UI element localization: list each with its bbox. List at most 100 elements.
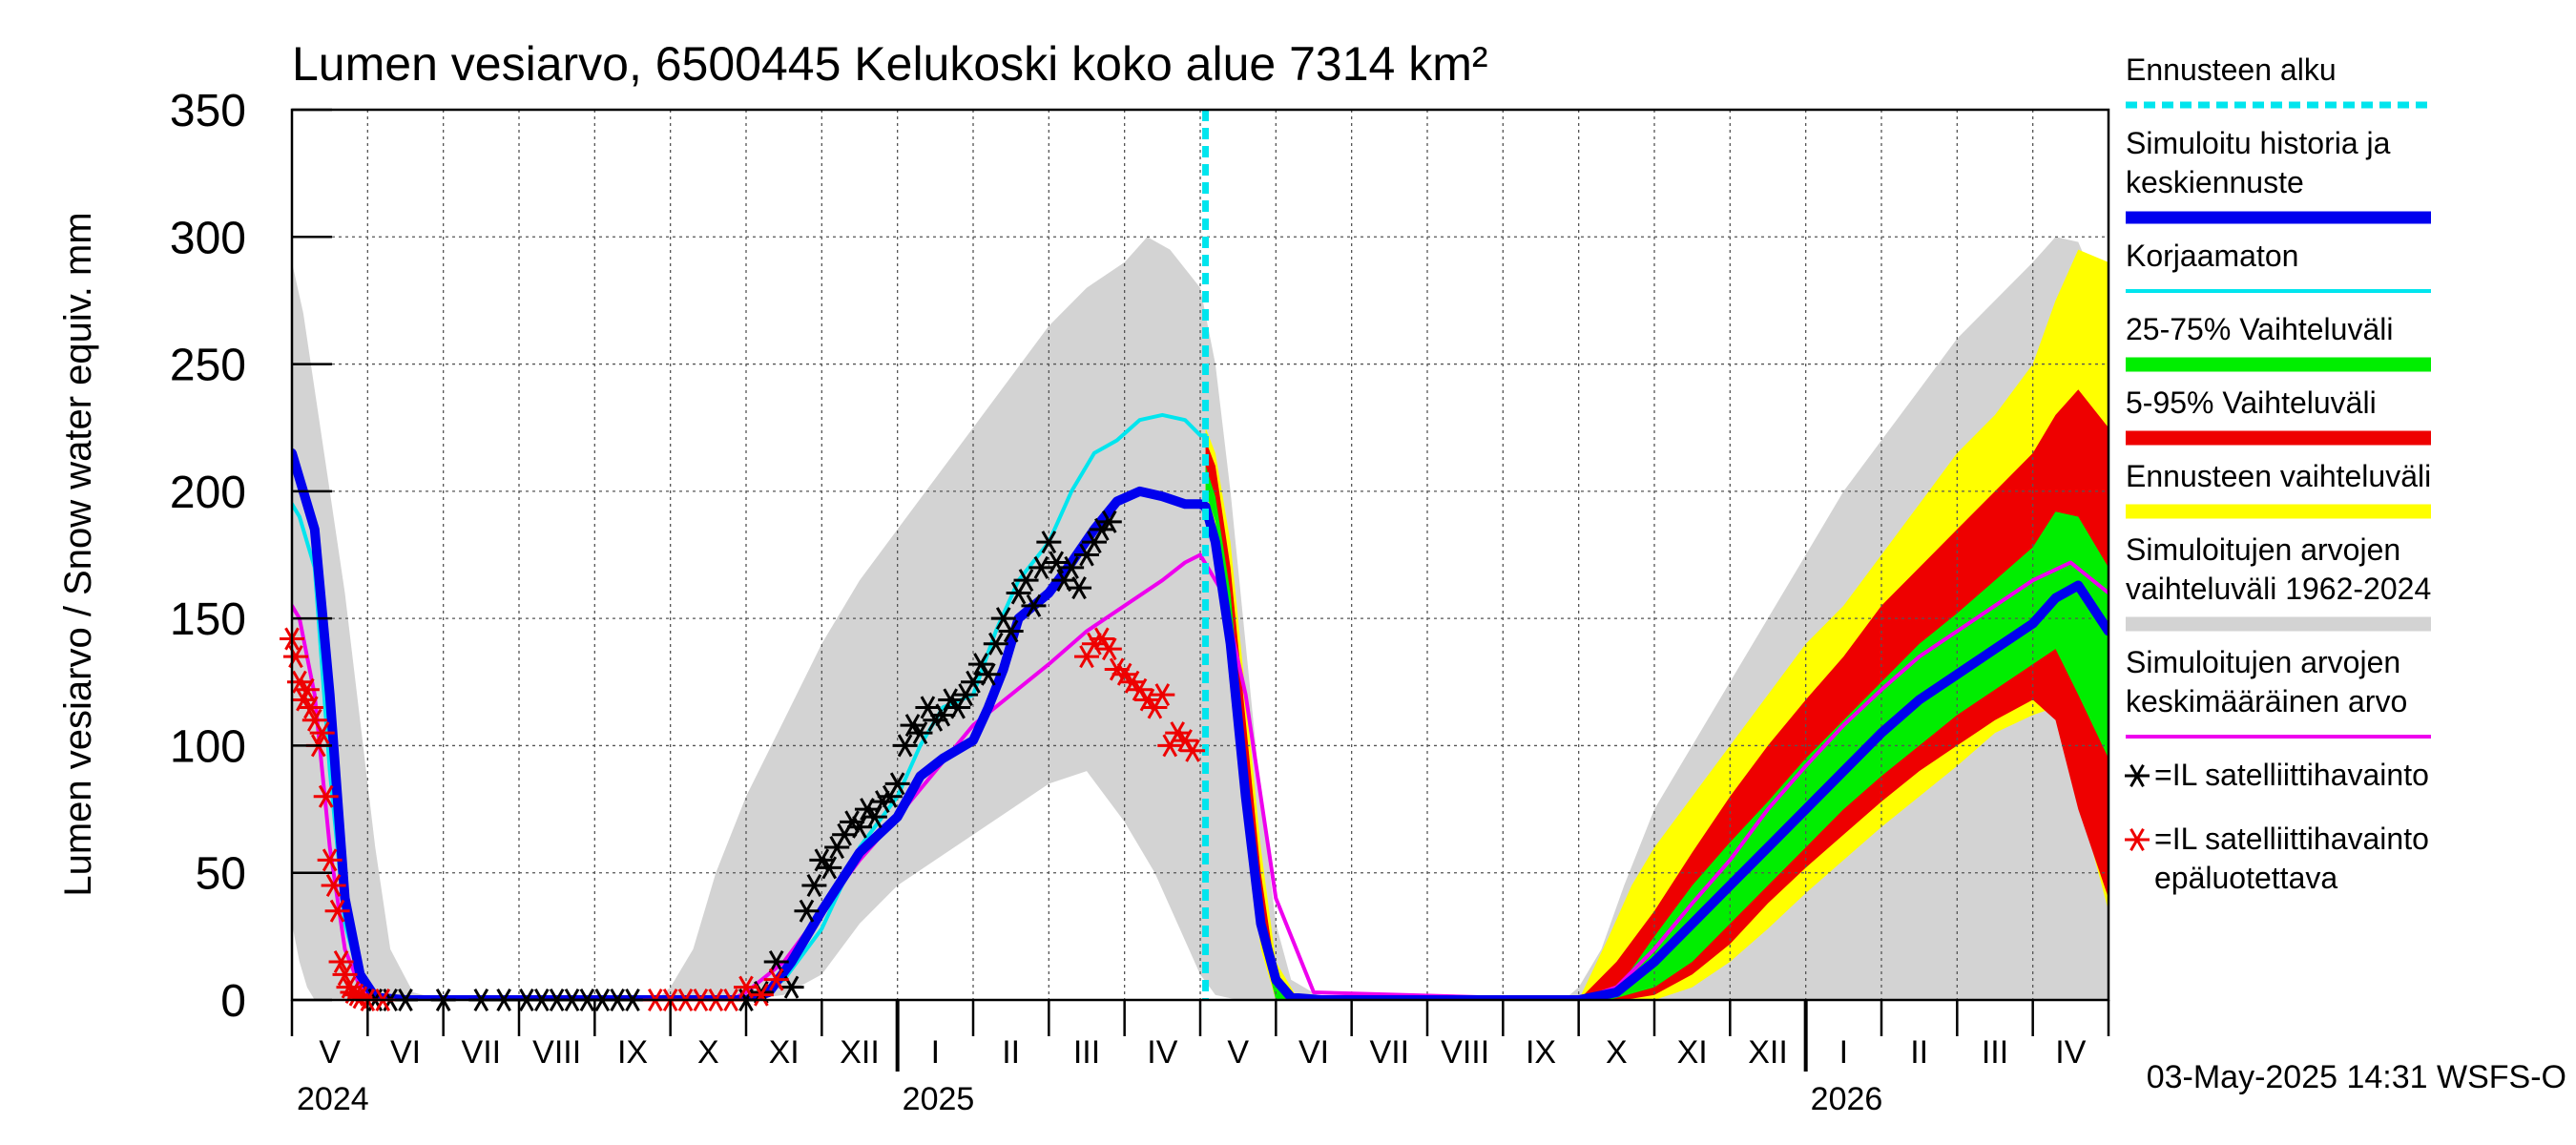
unreliable-satellite-observation-marker: [1180, 739, 1206, 762]
x-ticks-group: V VI VII VIII IX X XI XII I II III IV V VI VII VIII IX X X…: [290, 1000, 2110, 1117]
legend-item-ennusteen-vaihteluvali: Ennusteen vaihteluväli: [2126, 459, 2431, 519]
satellite-observation-marker: [907, 721, 933, 745]
month-label: III: [1073, 1034, 1100, 1071]
month-label: V: [319, 1034, 341, 1071]
satellite-observation-marker: [801, 874, 827, 898]
y-ticks-group: 0 50 100 150 200 250 300 350: [170, 86, 332, 1027]
range-25-75-band: [1205, 466, 2109, 1000]
legend-label: vaihteluväli 1962-2024: [2126, 572, 2431, 606]
month-label: XI: [1677, 1034, 1708, 1071]
unreliable-satellite-observation-marker: [1150, 683, 1175, 707]
month-label: XI: [769, 1034, 800, 1071]
unreliable-satellite-observation-marker: [1127, 677, 1153, 701]
month-label: VIII: [1441, 1034, 1489, 1071]
legend-marker-icon: [2125, 827, 2150, 852]
y-tick-label: 300: [170, 213, 246, 263]
month-label: X: [1606, 1034, 1628, 1071]
unreliable-satellite-observation-marker: [1104, 657, 1130, 681]
month-label: XII: [840, 1034, 880, 1071]
unreliable-satellite-observation-marker: [763, 968, 789, 991]
unreliable-satellite-observation-marker: [294, 677, 320, 701]
satellite-observation-marker: [794, 899, 820, 923]
forecast-range-band: [1205, 249, 2109, 1000]
satellite-observation-marker: [869, 790, 895, 814]
month-label: VII: [1370, 1034, 1410, 1071]
satellite-observation-marker: [840, 810, 865, 834]
legend-item-5-95-vaihteluvali: 5-95% Vaihteluväli: [2126, 385, 2431, 446]
legend-label: Korjaamaton: [2126, 239, 2298, 273]
legend-label: epäluotettava: [2154, 861, 2337, 895]
legend-item-il-satelliittihavainto-epaluotettava: =IL satelliittihavainto epäluotettava: [2125, 822, 2429, 895]
month-label: II: [1910, 1034, 1928, 1071]
unreliable-satellite-observation-marker: [317, 848, 343, 872]
unreliable-satellite-observation-marker: [313, 784, 339, 808]
legend-label: Simuloitu historia ja: [2126, 126, 2391, 160]
month-label: XII: [1748, 1034, 1788, 1071]
satellite-observation-marker: [998, 619, 1024, 643]
legend-label: =IL satelliittihavainto: [2154, 758, 2429, 792]
legend-label: Simuloitujen arvojen: [2126, 532, 2400, 567]
month-label: I: [931, 1034, 940, 1071]
satellite-observation-marker: [1067, 576, 1092, 600]
legend-label: keskimääräinen arvo: [2126, 684, 2407, 718]
legend-item-simuloitujen-arvojen-keskimaarainen-arvo: Simuloitujen arvojen keskimääräinen arvo: [2126, 645, 2431, 739]
unreliable-satellite-observation-marker: [1089, 627, 1114, 651]
y-tick-label: 0: [220, 976, 246, 1027]
y-tick-label: 100: [170, 721, 246, 772]
legend: Ennusteen alku Simuloitu historia ja keski…: [2125, 52, 2431, 895]
grid-group: [292, 110, 2109, 1000]
legend-label: 25-75% Vaihteluväli: [2126, 312, 2393, 346]
legend-item-korjaamaton: Korjaamaton: [2126, 239, 2431, 293]
satellite-observation-marker: [975, 662, 1001, 686]
y-tick-label: 250: [170, 341, 246, 391]
month-label: VII: [462, 1034, 502, 1071]
month-label: VI: [390, 1034, 421, 1071]
month-label: III: [1982, 1034, 2008, 1071]
legend-label: Ennusteen vaihteluväli: [2126, 459, 2431, 493]
unreliable-satellite-observation-marker: [321, 874, 346, 898]
month-label: IX: [617, 1034, 648, 1071]
unreliable-satellite-observation-marker: [748, 983, 774, 1007]
satellite-observation-marker: [1028, 555, 1054, 579]
y-tick-label: 50: [196, 849, 246, 900]
month-label: II: [1002, 1034, 1020, 1071]
unreliable-satellite-observation-marker: [332, 963, 358, 987]
month-label: V: [1227, 1034, 1249, 1071]
unreliable-satellite-observation-marker: [298, 696, 323, 719]
y-tick-label: 150: [170, 594, 246, 645]
year-label: 2024: [297, 1081, 369, 1117]
satellite-observation-marker: [983, 632, 1008, 656]
legend-label: Ennusteen alku: [2126, 52, 2337, 87]
y-tick-label: 200: [170, 468, 246, 518]
satellite-observation-marker: [884, 772, 910, 796]
unreliable-satellite-observation-marker: [309, 721, 335, 745]
y-tick-label: 350: [170, 86, 246, 136]
month-label: IV: [1147, 1034, 1177, 1071]
month-label: X: [697, 1034, 719, 1071]
satellite-observation-marker: [967, 653, 993, 677]
unreliable-satellite-observation-marker: [1096, 637, 1122, 661]
legend-label: keskiennuste: [2126, 165, 2304, 199]
satellite-observation-marker: [1096, 510, 1122, 533]
unreliable-satellite-observation-marker: [1081, 632, 1107, 656]
chart-title: Lumen vesiarvo, 6500445 Kelukoski koko a…: [292, 37, 1488, 91]
satellite-observation-marker: [892, 734, 918, 758]
legend-label: 5-95% Vaihteluväli: [2126, 385, 2377, 420]
unreliable-satellite-observation-marker: [1173, 729, 1198, 753]
legend-item-ennusteen-alku: Ennusteen alku: [2126, 52, 2431, 109]
month-label: VIII: [532, 1034, 581, 1071]
month-label: IV: [2055, 1034, 2086, 1071]
month-label: VI: [1298, 1034, 1329, 1071]
satellite-observation-marker: [1044, 551, 1070, 574]
legend-item-simuloitujen-arvojen-vaihteluvali-1962-2024: Simuloitujen arvojen vaihteluväli 1962-20…: [2126, 532, 2431, 632]
year-label: 2026: [1811, 1081, 1883, 1117]
year-label: 2025: [903, 1081, 975, 1117]
satellite-observation-marker: [763, 950, 789, 974]
timestamp: 03-May-2025 14:31 WSFS-O: [2147, 1059, 2566, 1095]
legend-label: Simuloitujen arvojen: [2126, 645, 2400, 679]
satellite-observation-marker: [923, 708, 948, 732]
legend-item-il-satelliittihavainto: =IL satelliittihavainto: [2125, 758, 2429, 792]
legend-label: =IL satelliittihavainto: [2154, 822, 2429, 856]
satellite-observation-marker: [1059, 555, 1085, 579]
